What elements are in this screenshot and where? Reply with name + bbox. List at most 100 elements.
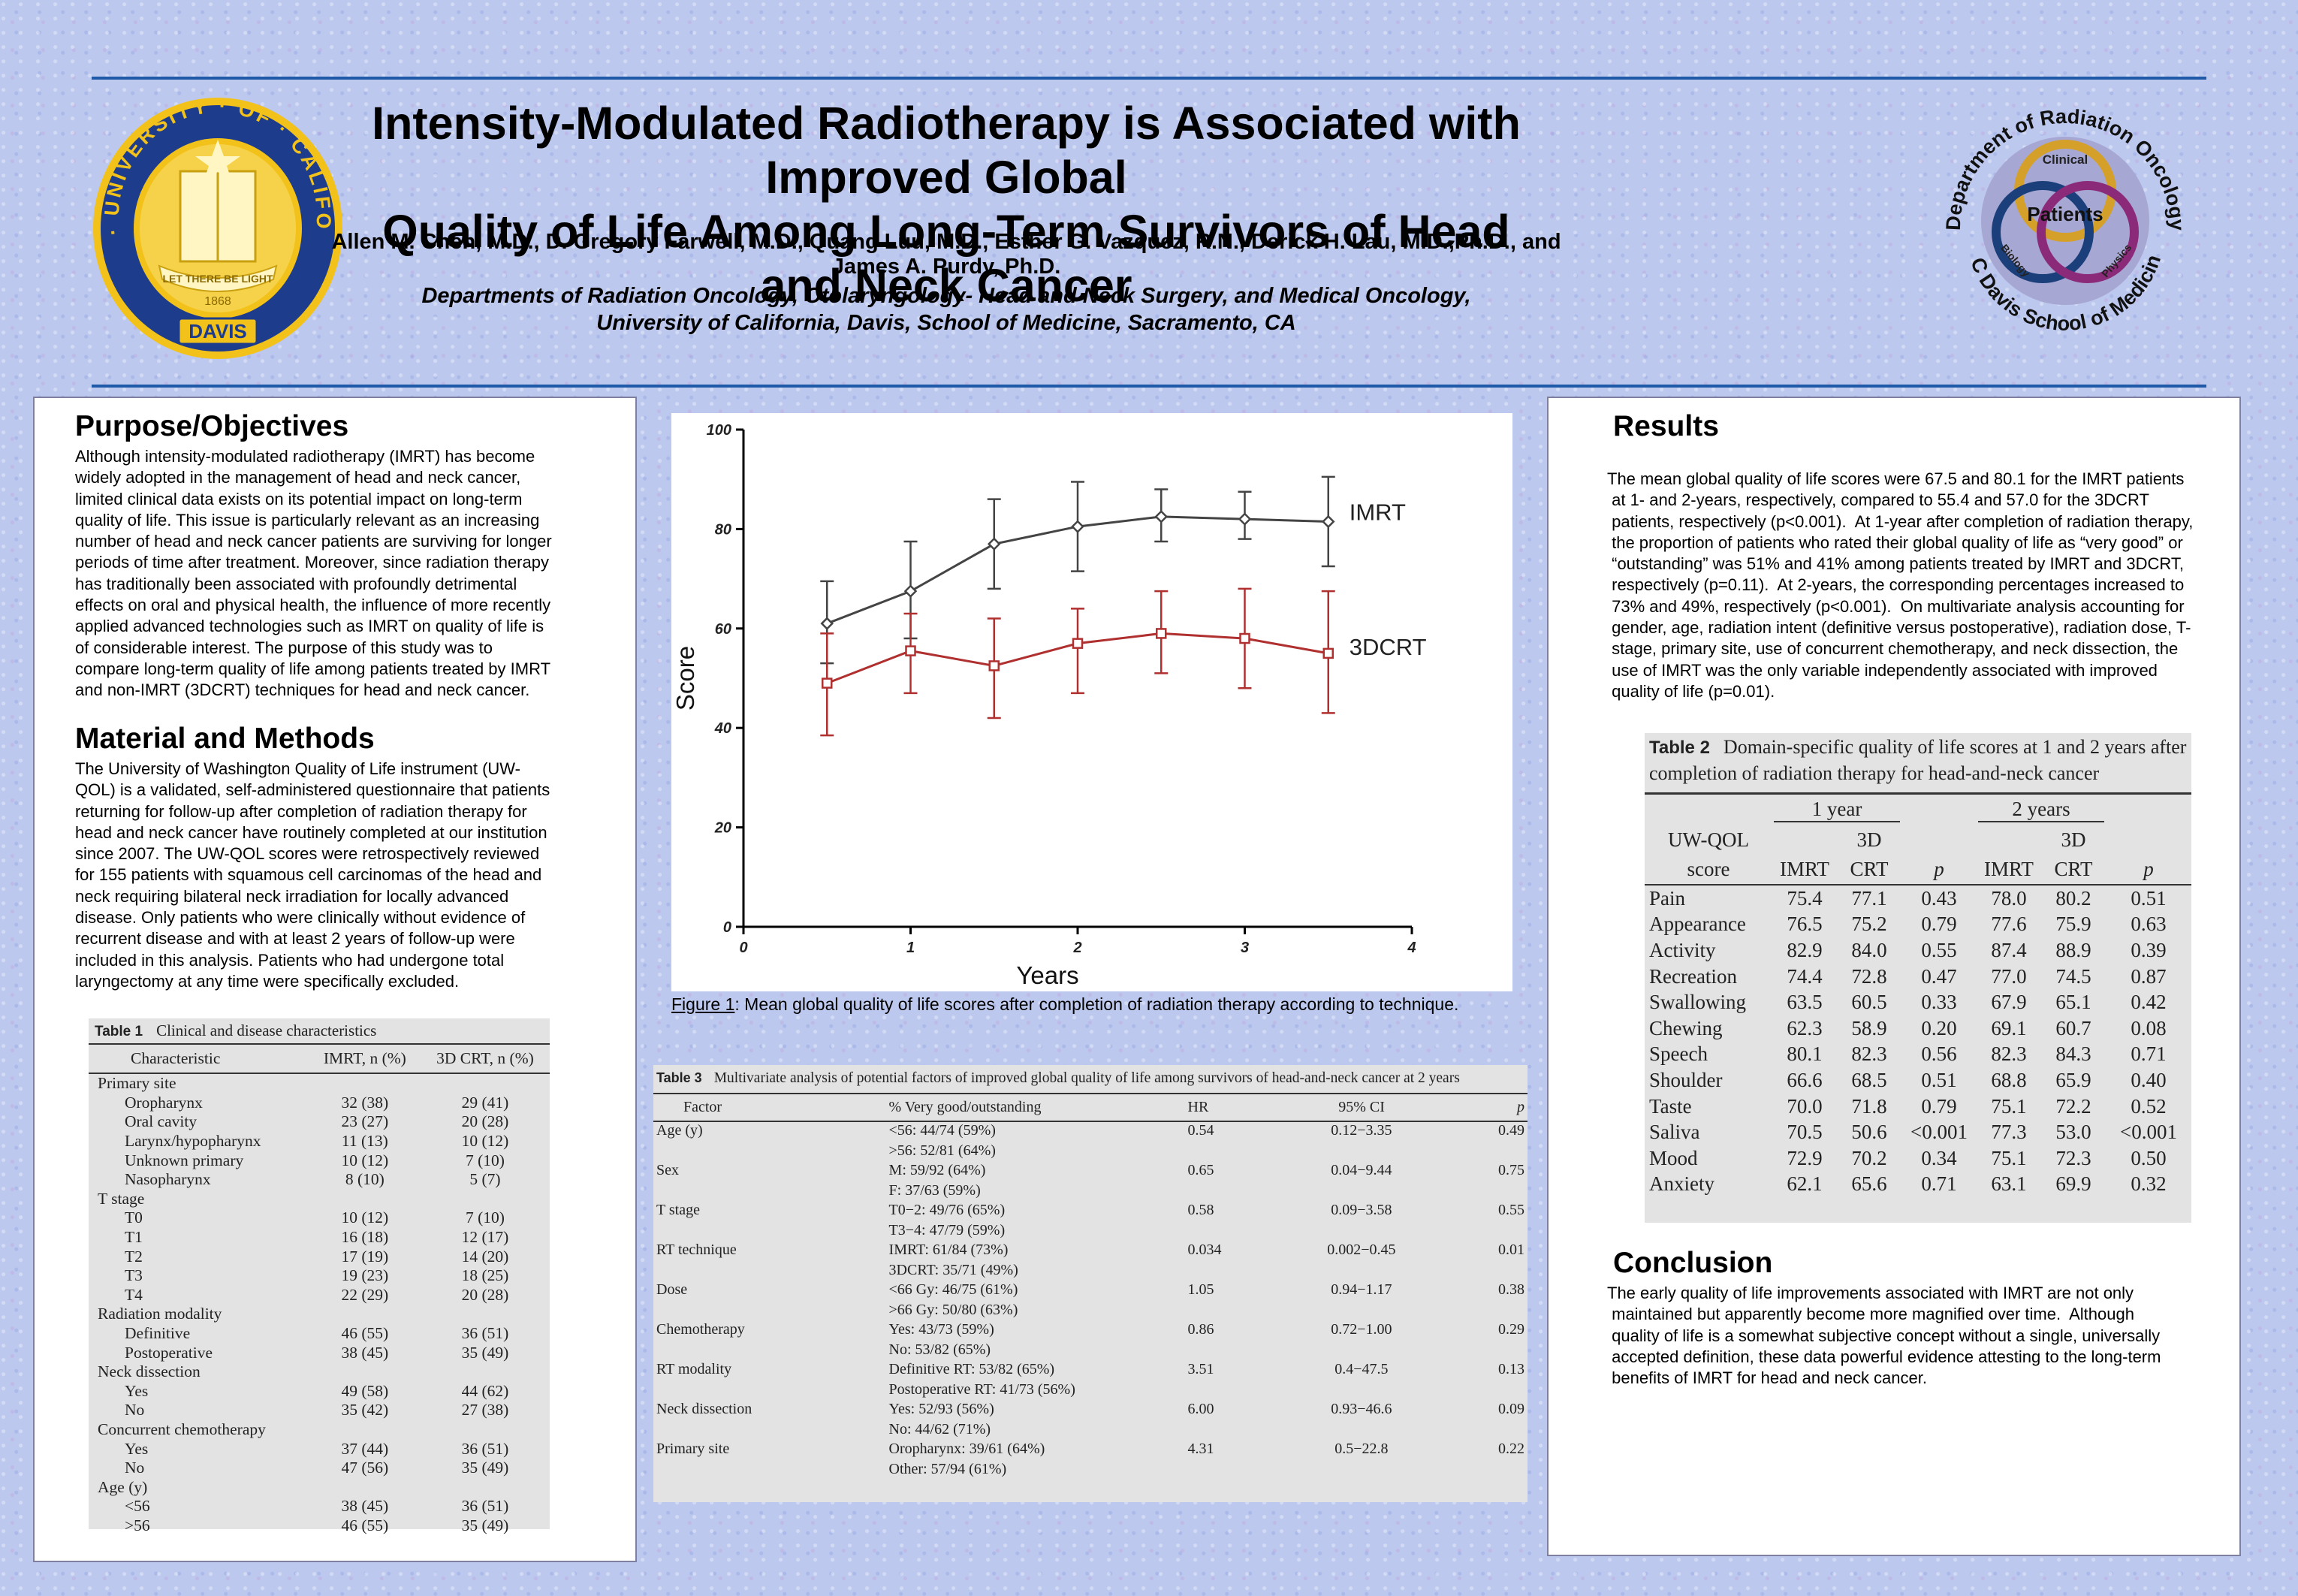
table-1-label-cell: No bbox=[125, 1459, 145, 1477]
methods-line: recurrent disease and with at least 2 ye… bbox=[75, 929, 515, 949]
table-2-value-cell: 53.0 bbox=[2055, 1121, 2091, 1144]
table-3-cell bbox=[1173, 1302, 1279, 1322]
table-3-cell: 0.5−22.8 bbox=[1334, 1441, 1389, 1457]
table-2-header-top bbox=[1772, 825, 1837, 855]
results-line: stage, primary site, use of concurrent c… bbox=[1607, 639, 2179, 659]
table-2-label: Table 2 bbox=[1649, 738, 1710, 758]
purpose-line: of considerable interest. The purpose of… bbox=[75, 638, 493, 657]
table-3-cell: Postoperative RT: 41/73 (56%) bbox=[888, 1380, 1075, 1398]
table-1-row: Primary site bbox=[89, 1073, 550, 1094]
table-2-value-cell: 0.71 bbox=[1921, 1172, 1957, 1196]
table-3-cell bbox=[653, 1461, 877, 1481]
header-bottom-rule bbox=[92, 385, 2206, 388]
table-1-label-cell: Oral cavity bbox=[125, 1112, 198, 1131]
methods-heading: Material and Methods bbox=[75, 723, 375, 755]
table-3-cell bbox=[1173, 1262, 1279, 1282]
table-3-header-p: p bbox=[1444, 1093, 1527, 1122]
table-3-cell: Oropharynx: 39/61 (64%) bbox=[888, 1441, 1045, 1457]
table-1-label-cell: Primary site bbox=[98, 1074, 176, 1093]
table-2-value-cell: 75.2 bbox=[1851, 913, 1887, 936]
table-1-value-cell bbox=[309, 1190, 421, 1209]
table-1-label-cell: Concurrent chemotherapy bbox=[98, 1420, 266, 1438]
table-2-value-cell: 0.50 bbox=[2131, 1146, 2167, 1169]
table-2-header: IMRT bbox=[1984, 858, 2034, 880]
table-2-domain-cell: Saliva bbox=[1649, 1121, 1700, 1144]
header-top-rule bbox=[92, 77, 2206, 80]
table-1-value-cell: 11 (13) bbox=[341, 1132, 388, 1151]
purpose-line: periods of time after treatment. Moreove… bbox=[75, 553, 549, 572]
methods-line: since 2007. The UW-QOL scores were retro… bbox=[75, 844, 540, 864]
table-1-row: T4 22 (29) 20 (28) bbox=[89, 1286, 550, 1305]
table-1-caption: Table 1 Clinical and disease characterist… bbox=[89, 1018, 550, 1043]
table-3-row: T stage T0−2: 49/76 (65%) 0.58 0.09−3.58 0.5… bbox=[653, 1202, 1527, 1222]
table-2-value-cell: 72.9 bbox=[1787, 1146, 1823, 1169]
table-3-cell bbox=[1444, 1222, 1527, 1242]
table-2-value-cell: 69.9 bbox=[2055, 1172, 2091, 1196]
table-3-cell: F: 37/63 (59%) bbox=[888, 1181, 981, 1199]
affiliation-line-2: University of California, Davis, School … bbox=[596, 311, 1296, 335]
table-3-cell bbox=[1173, 1182, 1279, 1202]
table-3-row: RT technique IMRT: 61/84 (73%) 0.034 0.002−… bbox=[653, 1242, 1527, 1262]
table-1-label-cell: Radiation modality bbox=[98, 1305, 222, 1323]
table-1-row: Age (y) bbox=[89, 1477, 550, 1497]
table-1-value-cell: 23 (27) bbox=[341, 1112, 389, 1131]
data-point bbox=[822, 677, 833, 689]
table-1-value-cell bbox=[421, 1420, 550, 1440]
y-axis-title: Score bbox=[671, 646, 699, 711]
data-point bbox=[903, 584, 918, 598]
table-1-value-cell: 46 (55) bbox=[341, 1324, 389, 1343]
figure-1-caption-text: : Mean global quality of life scores aft… bbox=[734, 994, 1459, 1014]
logo-ring-clinical: Clinical bbox=[2043, 152, 2088, 167]
table-1-label-cell: Neck dissection bbox=[98, 1362, 201, 1381]
conclusion-line: quality of life is a somewhat subjective… bbox=[1607, 1326, 2161, 1345]
methods-line: QOL) is a validated, self-administered q… bbox=[75, 780, 550, 800]
author-list: Allen M. Chen, M.D., D. Gregory Farwell,… bbox=[331, 230, 1561, 279]
title-line-2: Quality of Life Among Long-Term Survivor… bbox=[382, 206, 1510, 311]
table-1-value-cell: 18 (25) bbox=[461, 1266, 509, 1285]
results-line: 73% and 49%, respectively (p<0.001). On … bbox=[1607, 596, 2185, 616]
table-3-caption-text: Multivariate analysis of potential facto… bbox=[713, 1070, 1460, 1086]
x-tick-label: 0 bbox=[739, 940, 747, 956]
table-1-value-cell: 37 (44) bbox=[341, 1439, 389, 1458]
purpose-body: Although intensity-modulated radiotherap… bbox=[75, 446, 631, 701]
purpose-line: has traditionally been associated with p… bbox=[75, 574, 517, 593]
table-1-value-cell: 44 (62) bbox=[461, 1381, 509, 1400]
table-3-cell: >66 Gy: 50/80 (63%) bbox=[888, 1301, 1018, 1318]
table-1-value-cell: 12 (17) bbox=[461, 1228, 509, 1247]
radiation-oncology-dept-logo: Patients Clinical Biology Physics Depart… bbox=[1930, 78, 2188, 335]
table-2-value-cell: 0.20 bbox=[1921, 1016, 1957, 1039]
methods-body: The University of Washington Quality of … bbox=[75, 759, 631, 992]
results-line: patients, respectively (p<0.001). At 1-y… bbox=[1607, 511, 2194, 531]
table-3-cell: 6.00 bbox=[1187, 1401, 1214, 1417]
table-2-value-cell: <0.001 bbox=[2120, 1121, 2177, 1144]
purpose-line: and non-IMRT (3DCRT) techniques for head… bbox=[75, 680, 530, 700]
table-3-header-ci: 95% CI bbox=[1278, 1093, 1445, 1122]
table-2-value-cell: 75.4 bbox=[1787, 886, 1823, 910]
purpose-line: limited clinical data exists on its pote… bbox=[75, 489, 523, 508]
table-2-domain-cell: Chewing bbox=[1649, 1016, 1723, 1039]
table-1-value-cell: 35 (49) bbox=[461, 1459, 509, 1477]
conclusion-line: accepted definition, these data powerful… bbox=[1607, 1347, 2161, 1366]
table-3-cell: 1.05 bbox=[1187, 1281, 1214, 1298]
table-3-cell bbox=[653, 1421, 877, 1441]
table-2-value-cell: 0.51 bbox=[2131, 886, 2167, 910]
table-2-group-2-years: 2 years bbox=[1977, 794, 2106, 826]
table-3-cell bbox=[1278, 1461, 1444, 1481]
table-2-group-2-label: 2 years bbox=[1978, 798, 2104, 822]
table-2-header-top: UW-QOL bbox=[1668, 828, 1749, 851]
table-2-domain-cell: Mood bbox=[1649, 1146, 1698, 1169]
table-1-label-cell: Larynx/hypopharynx bbox=[125, 1132, 261, 1151]
table-3-cell: No: 53/82 (65%) bbox=[888, 1341, 991, 1358]
table-1-row: Larynx/hypopharynx 11 (13) 10 (12) bbox=[89, 1132, 550, 1151]
table-3-row: Neck dissection Yes: 52/93 (56%) 6.00 0.93−… bbox=[653, 1401, 1527, 1421]
methods-line: disease. Only patients who were clinical… bbox=[75, 908, 526, 928]
title-line-1: Intensity-Modulated Radiotherapy is Asso… bbox=[372, 98, 1521, 203]
table-2-value-cell: <0.001 bbox=[1910, 1121, 1968, 1144]
table-1-row: Yes 37 (44) 36 (51) bbox=[89, 1439, 550, 1459]
table-2-value-cell: 70.0 bbox=[1787, 1094, 1823, 1118]
table-3-cell: 0.034 bbox=[1187, 1242, 1222, 1258]
table-1-value-cell: 14 (20) bbox=[461, 1247, 509, 1266]
table-2-row: Mood 72.9 70.2 0.34 75.1 72.3 0.50 bbox=[1645, 1145, 2191, 1172]
table-3-cell bbox=[653, 1302, 877, 1322]
conclusion-line: maintained but apparently become more ma… bbox=[1607, 1305, 2134, 1324]
